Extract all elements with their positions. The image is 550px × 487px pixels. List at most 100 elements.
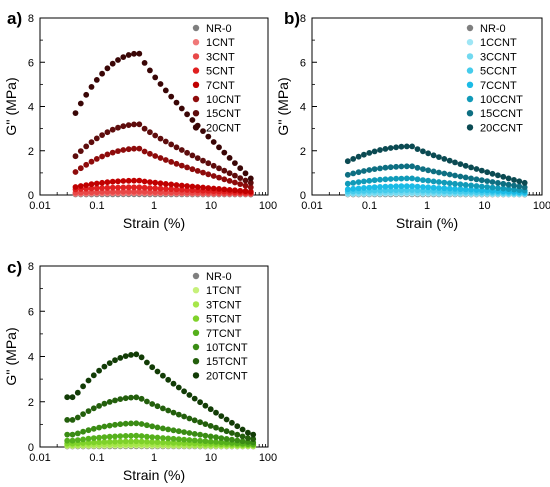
data-point bbox=[112, 421, 118, 428]
legend-marker bbox=[192, 95, 200, 103]
x-tick-label: 0.1 bbox=[89, 200, 104, 212]
data-point bbox=[420, 184, 426, 190]
data-point bbox=[393, 163, 399, 170]
data-point bbox=[160, 372, 166, 379]
data-point bbox=[229, 419, 235, 426]
legend-marker bbox=[192, 301, 200, 308]
data-point bbox=[120, 147, 127, 153]
data-point bbox=[361, 185, 367, 191]
data-point bbox=[186, 437, 193, 443]
legend-marker bbox=[192, 315, 200, 322]
data-point bbox=[446, 180, 453, 187]
data-point bbox=[165, 376, 172, 383]
data-point bbox=[344, 171, 351, 178]
data-point bbox=[101, 400, 108, 407]
data-point bbox=[473, 183, 480, 189]
legend-label: 7CCNT bbox=[480, 80, 517, 92]
data-point bbox=[462, 174, 469, 181]
data-point bbox=[194, 168, 201, 174]
data-point bbox=[125, 122, 132, 128]
y-tick-label: 8 bbox=[300, 13, 306, 25]
data-point bbox=[457, 181, 464, 188]
data-point bbox=[144, 422, 150, 429]
data-point bbox=[125, 177, 132, 184]
x-tick-label: 1 bbox=[424, 200, 430, 212]
data-point bbox=[184, 187, 191, 193]
data-point bbox=[484, 184, 491, 190]
data-point bbox=[511, 186, 517, 193]
legend-label: 3CNT bbox=[206, 51, 235, 63]
data-point bbox=[382, 183, 389, 190]
y-tick-label: 6 bbox=[28, 306, 34, 318]
chart-panel-2: 0.01 0.1 1 10 100 0 2 4 6 8 Strain (%) G'' (MPa) b) N… bbox=[275, 9, 550, 231]
x-axis-label: Strain (%) bbox=[396, 215, 458, 231]
legend-label: NR-0 bbox=[480, 23, 506, 35]
data-point bbox=[120, 123, 127, 130]
data-point bbox=[157, 155, 164, 161]
data-point bbox=[115, 57, 121, 63]
legend-marker bbox=[466, 24, 474, 32]
data-point bbox=[425, 167, 432, 174]
data-point bbox=[85, 408, 92, 414]
data-point bbox=[436, 185, 442, 191]
data-point bbox=[350, 180, 357, 186]
data-point bbox=[138, 433, 145, 439]
data-point bbox=[344, 180, 351, 187]
series-20TCNT bbox=[64, 351, 257, 438]
data-point bbox=[168, 141, 175, 148]
data-point bbox=[138, 354, 145, 361]
data-point bbox=[473, 187, 480, 193]
data-point bbox=[226, 187, 233, 193]
data-point bbox=[125, 52, 132, 58]
data-point bbox=[133, 420, 140, 427]
data-point bbox=[112, 438, 118, 445]
data-point bbox=[414, 164, 421, 171]
data-point bbox=[109, 126, 116, 133]
data-point bbox=[173, 160, 180, 167]
data-point bbox=[178, 105, 185, 112]
data-point bbox=[168, 93, 175, 100]
data-point bbox=[436, 169, 442, 176]
data-point bbox=[425, 184, 432, 191]
data-point bbox=[468, 182, 474, 189]
data-point bbox=[72, 153, 79, 160]
data-point bbox=[138, 395, 145, 402]
data-point bbox=[387, 176, 394, 182]
data-point bbox=[131, 177, 137, 184]
data-point bbox=[149, 364, 156, 371]
data-point bbox=[104, 129, 111, 136]
data-point bbox=[205, 171, 212, 178]
data-point bbox=[377, 184, 383, 190]
data-point bbox=[88, 158, 95, 165]
data-point bbox=[436, 154, 442, 161]
data-point bbox=[234, 437, 241, 444]
data-point bbox=[420, 166, 426, 173]
data-point bbox=[115, 124, 121, 131]
legend-label: 10CCNT bbox=[480, 94, 523, 106]
data-point bbox=[200, 169, 206, 176]
data-point bbox=[468, 186, 474, 193]
data-point bbox=[484, 169, 491, 176]
data-point bbox=[202, 438, 209, 445]
data-point bbox=[218, 435, 225, 441]
chart-panel-1: 0.01 0.1 1 10 100 0 2 4 6 8 Strain (%) G'' (MPa) a) N… bbox=[3, 9, 277, 231]
series-15CNT bbox=[72, 121, 254, 186]
data-point bbox=[170, 439, 177, 446]
data-point bbox=[457, 173, 464, 180]
series-20CNT bbox=[72, 50, 254, 182]
data-point bbox=[178, 162, 185, 169]
legend-marker bbox=[192, 53, 200, 60]
data-point bbox=[446, 157, 453, 164]
y-axis-label: G'' (MPa) bbox=[3, 77, 19, 135]
data-point bbox=[186, 415, 193, 422]
y-tick-label: 8 bbox=[28, 13, 34, 25]
data-point bbox=[194, 155, 201, 162]
legend-label: 15TCNT bbox=[206, 356, 248, 368]
data-point bbox=[237, 165, 244, 172]
data-point bbox=[505, 186, 512, 193]
data-point bbox=[216, 174, 222, 181]
legend-marker bbox=[466, 95, 474, 103]
data-point bbox=[207, 423, 214, 429]
data-point bbox=[229, 436, 235, 443]
